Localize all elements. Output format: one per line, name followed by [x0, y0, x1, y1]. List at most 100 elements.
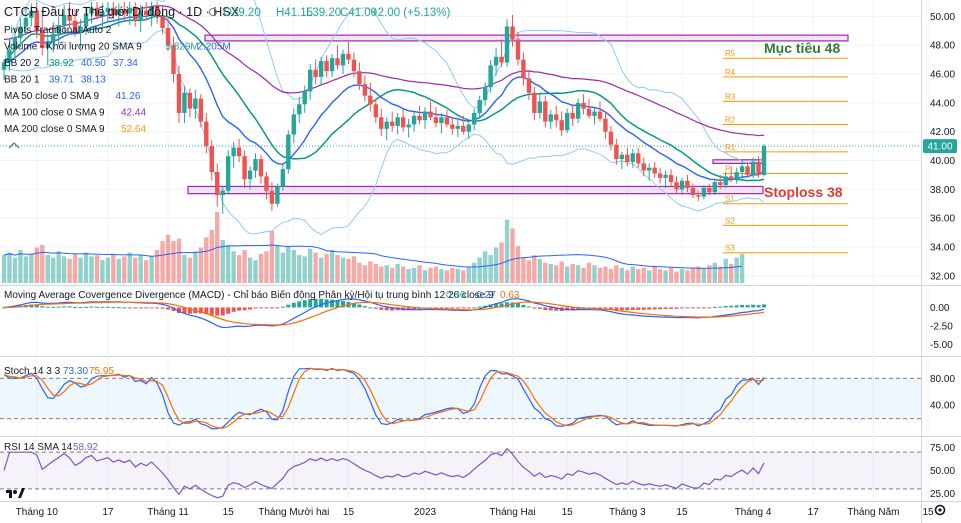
macd-hist-bar [548, 307, 553, 311]
volume-bar [302, 256, 307, 283]
volume-bar [171, 241, 176, 283]
volume-bar [734, 257, 739, 283]
volume-bar [581, 267, 586, 283]
macd-hist-bar [630, 307, 635, 310]
candle-body [220, 190, 225, 196]
candle-body [111, 7, 116, 15]
volume-bar [165, 234, 171, 283]
macd-hist-bar [412, 307, 417, 310]
macd-hist-bar [466, 307, 471, 309]
candle-body [302, 91, 307, 105]
candle-body [674, 182, 679, 190]
stoch-d-value: 75.95 [89, 366, 114, 377]
resistance-zone[interactable] [204, 34, 849, 42]
stoploss-label: Stoploss 38 [764, 184, 843, 200]
price-tick-label: 50.00 [930, 12, 955, 23]
main-price-pane[interactable] [0, 0, 921, 285]
candle-body [466, 124, 471, 132]
volume-bar [690, 267, 696, 283]
chart-settings-gear-icon[interactable] [934, 504, 946, 516]
macd-hist-bar [155, 307, 160, 309]
macd-hist-bar [78, 307, 83, 309]
ohlc-change: +2.00 (+5.13%) [371, 7, 450, 19]
ohlc-high: H41.15 [276, 7, 313, 19]
time-tick-label: Tháng Hai [489, 507, 535, 518]
candle-body [400, 117, 406, 128]
volume-bar [357, 262, 362, 283]
candle-body [324, 61, 329, 72]
macd-hist-bar [592, 307, 597, 309]
macd-hist-bar [127, 307, 132, 309]
candle-body [94, 7, 100, 17]
volume-bar [247, 257, 253, 283]
macd-hist-bar [351, 303, 356, 308]
macd-hist-bar [608, 307, 613, 310]
legend-label[interactable]: MA 200 close 0 SMA 9 [4, 124, 105, 135]
volume-bar [105, 257, 111, 283]
candle-body [559, 120, 564, 131]
volume-bar [264, 251, 269, 283]
candle-body [515, 39, 521, 60]
macd-hist-bar [384, 307, 389, 311]
legend-label[interactable]: BB 20 1 [4, 75, 40, 86]
volume-bar [668, 267, 674, 283]
candle-body [570, 112, 575, 119]
ohlc-low: L39.20 [306, 7, 341, 19]
volume-bar [127, 252, 132, 283]
candle-body [253, 159, 258, 171]
macd-hist-bar [166, 307, 171, 310]
volume-bar [625, 270, 630, 283]
macd-hist-bar [762, 304, 766, 308]
volume-bar [395, 263, 400, 283]
volume-bar [176, 238, 182, 283]
time-tick-label: Tháng 4 [735, 507, 772, 518]
legend-label[interactable]: MA 100 close 0 SMA 9 [4, 108, 105, 119]
macd-tick-label: 0.00 [930, 303, 950, 314]
legend-label[interactable]: Pivots Traditional Auto 2 [4, 25, 112, 36]
candle-body [668, 174, 674, 183]
time-tick-label: 15 [562, 507, 574, 518]
volume-bar [526, 260, 532, 283]
macd-hist-bar [319, 298, 324, 308]
macd-hist-bar [554, 307, 559, 311]
time-tick-label: Tháng 10 [16, 507, 59, 518]
volume-bar [373, 263, 378, 283]
symbol-title[interactable]: CTCP Đầu tư Thế giới Di động · 1D · HSX [4, 5, 240, 19]
support-zone[interactable] [187, 185, 764, 195]
rsi-tick-label: 75.00 [930, 443, 955, 454]
macd-hist-bar [51, 306, 56, 308]
legend-value: 38.92 [49, 58, 74, 69]
macd-hist-bar [357, 304, 362, 308]
candle-body [537, 101, 543, 113]
candle-body [291, 114, 296, 135]
volume-bar [679, 269, 685, 283]
candle-body [40, 30, 45, 49]
rsi-tick-label: 25.00 [930, 489, 955, 500]
legend-label[interactable]: BB 20 2 [4, 58, 40, 69]
collapse-legend-button[interactable] [8, 142, 20, 149]
macd-hist-bar [280, 306, 285, 308]
legend-value: 42.44 [121, 108, 146, 119]
volume-bar [318, 257, 324, 283]
volume-bar [34, 247, 40, 283]
macd-pane [2, 298, 766, 329]
candle-body [390, 121, 395, 126]
candle-body [564, 112, 570, 131]
rsi-value: 58.92 [73, 442, 98, 453]
time-tick-label: 17 [102, 507, 114, 518]
volume-bar [461, 270, 466, 283]
volume-bar [1, 255, 7, 283]
legend-label[interactable]: MA 50 close 0 SMA 9 [4, 91, 99, 102]
candle-body [34, 10, 40, 31]
candle-body [750, 161, 756, 175]
legend-label[interactable]: Volume - Khối lượng 20 SMA 9 [4, 41, 142, 53]
price-tick-label: 40.00 [930, 156, 955, 167]
macd-hist-bar [499, 303, 504, 308]
candle-body [45, 40, 50, 49]
pivot-label: S1 [725, 195, 735, 204]
macd-hist-bar [379, 307, 384, 310]
macd-hist-bar [625, 307, 630, 311]
volume-bar [532, 255, 537, 283]
volume-bar [592, 265, 597, 283]
candle-body [89, 7, 94, 14]
